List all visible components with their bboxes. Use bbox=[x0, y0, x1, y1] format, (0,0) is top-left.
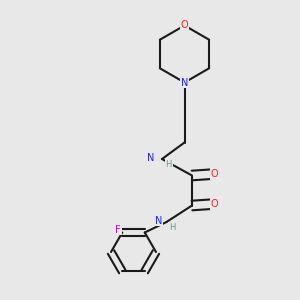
Text: N: N bbox=[147, 152, 154, 163]
Text: N: N bbox=[181, 77, 188, 88]
Text: H: H bbox=[166, 160, 172, 169]
Text: N: N bbox=[154, 215, 162, 226]
Text: O: O bbox=[211, 169, 218, 179]
Text: H: H bbox=[169, 223, 175, 232]
Text: O: O bbox=[181, 20, 188, 31]
Text: F: F bbox=[115, 224, 121, 235]
Text: O: O bbox=[211, 199, 218, 209]
